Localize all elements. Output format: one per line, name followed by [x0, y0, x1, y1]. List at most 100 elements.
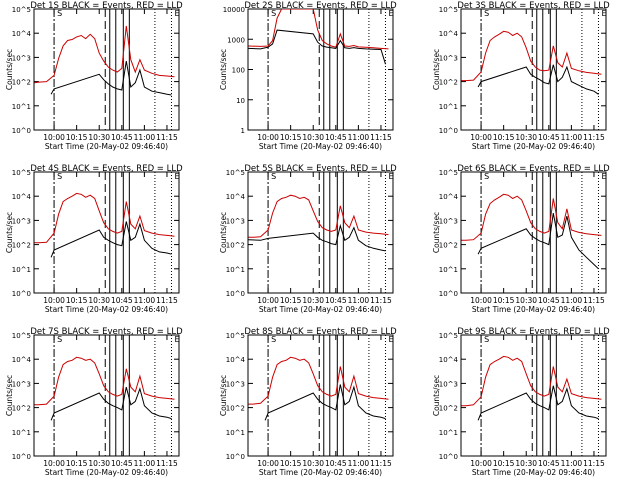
x-tick-label: 10:00 [257, 459, 279, 468]
y-tick-label: 10^5 [12, 169, 31, 177]
x-tick-label: 10:45 [111, 133, 133, 142]
plot-frame [33, 8, 180, 131]
chart-title: Det 6S BLACK = Events, RED = LLD [457, 164, 610, 174]
chart-panel-1: Det 1S BLACK = Events, RED = LLD 10^0 10^1… [5, 1, 183, 151]
series-events [50, 61, 172, 96]
y-tick-label: 10^3 [12, 217, 31, 225]
y-tick-label: 100 [232, 67, 245, 75]
x-tick-label: 10:00 [470, 296, 492, 305]
x-tick-label: 10:00 [43, 296, 65, 305]
x-tick-label: 11:15 [583, 296, 605, 305]
x-tick-label: 11:00 [134, 459, 156, 468]
x-tick-label: 10:30 [88, 133, 110, 142]
x-tick-label: 11:00 [348, 133, 370, 142]
x-tick-label: 10:00 [43, 459, 65, 468]
y-tick-label: 10^1 [12, 266, 31, 274]
chart-title: Det 8S BLACK = Events, RED = LLD [244, 327, 397, 337]
chart-title: Det 1S BLACK = Events, RED = LLD [30, 1, 183, 11]
x-tick-label: 10:30 [88, 296, 110, 305]
x-axis-label: Start Time (20-May-02 09:46:40) [259, 468, 382, 477]
y-tick-label: 10^2 [439, 405, 458, 413]
series-lld [248, 356, 389, 405]
y-tick-label: 10^0 [12, 453, 31, 461]
y-tick-label: 10^4 [226, 193, 246, 201]
y-tick-label: 10^2 [12, 79, 31, 87]
y-tick-label: 10^0 [12, 290, 31, 298]
y-tick-label: 10^5 [439, 332, 458, 340]
x-axis-label: Start Time (20-May-02 09:46:40) [259, 142, 382, 151]
y-tick-label: 10^1 [226, 266, 245, 274]
series-events [477, 64, 599, 95]
end-marker: E [601, 9, 606, 18]
y-tick-label: 10^4 [226, 356, 246, 364]
x-tick-label: 10:45 [538, 133, 560, 142]
x-tick-label: 10:45 [538, 459, 560, 468]
x-tick-label: 10:45 [538, 296, 560, 305]
y-axis-label: Counts/sec [5, 49, 14, 90]
plot-frame [247, 334, 394, 457]
start-marker: S [57, 9, 62, 18]
chart-title: Det 3S BLACK = Events, RED = LLD [457, 1, 610, 11]
y-tick-label: 10^0 [12, 127, 31, 135]
y-tick-label: 10^5 [226, 332, 245, 340]
series-lld [248, 9, 389, 50]
chart-title: Det 2S BLACK = Events, RED = LLD [244, 1, 397, 11]
y-tick-label: 10^0 [226, 453, 245, 461]
plot-frame [247, 171, 394, 294]
x-tick-label: 10:30 [515, 296, 537, 305]
y-axis-label: Counts/sec [219, 375, 228, 416]
chart-panel-8: Det 8S BLACK = Events, RED = LLD 10^0 10^1… [219, 327, 397, 477]
x-tick-label: 10:45 [325, 296, 347, 305]
x-tick-label: 11:00 [561, 296, 583, 305]
x-tick-label: 10:45 [325, 133, 347, 142]
x-tick-label: 10:30 [302, 296, 324, 305]
series-events [477, 385, 599, 421]
end-marker: E [388, 172, 393, 181]
x-tick-label: 10:30 [515, 459, 537, 468]
y-tick-label: 10^5 [226, 169, 245, 177]
chart-title: Det 7S BLACK = Events, RED = LLD [30, 327, 183, 337]
x-tick-label: 11:15 [583, 459, 605, 468]
y-tick-label: 10^3 [12, 54, 31, 62]
y-tick-label: 10^0 [439, 290, 458, 298]
x-tick-label: 11:15 [370, 133, 392, 142]
y-axis-label: Counts/sec [219, 212, 228, 253]
end-marker: E [601, 172, 606, 181]
x-axis-label: Start Time (20-May-02 09:46:40) [45, 305, 168, 314]
chart-panel-6: Det 6S BLACK = Events, RED = LLD 10^0 10^1… [432, 164, 610, 314]
x-tick-label: 11:00 [134, 296, 156, 305]
y-tick-label: 10^4 [439, 356, 459, 364]
x-tick-label: 10:00 [257, 133, 279, 142]
start-marker: S [484, 9, 489, 18]
start-marker: S [484, 172, 489, 181]
plot-frame [33, 171, 180, 294]
series-lld [34, 25, 175, 84]
series-events [477, 213, 599, 270]
series-lld [34, 192, 175, 244]
end-marker: E [388, 335, 393, 344]
x-tick-label: 11:15 [156, 459, 178, 468]
chart-panel-3: Det 3S BLACK = Events, RED = LLD 10^0 10^1… [432, 1, 610, 151]
x-tick-label: 10:15 [66, 296, 88, 305]
start-marker: S [271, 172, 276, 181]
x-tick-label: 11:15 [156, 133, 178, 142]
chart-title: Det 9S BLACK = Events, RED = LLD [457, 327, 610, 337]
y-tick-label: 10^5 [12, 6, 31, 14]
y-tick-label: 10^1 [12, 103, 31, 111]
x-tick-label: 10:30 [515, 133, 537, 142]
y-tick-label: 10^4 [12, 193, 32, 201]
plot-frame [460, 334, 607, 457]
start-marker: S [484, 335, 489, 344]
series-lld [34, 356, 175, 406]
start-marker: S [57, 335, 62, 344]
y-axis-label: Counts/sec [432, 212, 441, 253]
chart-panel-4: Det 4S BLACK = Events, RED = LLD 10^0 10^1… [5, 164, 183, 314]
x-tick-label: 10:15 [493, 296, 515, 305]
y-tick-label: 10^3 [439, 54, 458, 62]
x-tick-label: 10:30 [302, 459, 324, 468]
y-tick-label: 10^5 [12, 332, 31, 340]
y-axis-label: Counts/sec [5, 212, 14, 253]
y-axis-label: Counts/sec [432, 49, 441, 90]
